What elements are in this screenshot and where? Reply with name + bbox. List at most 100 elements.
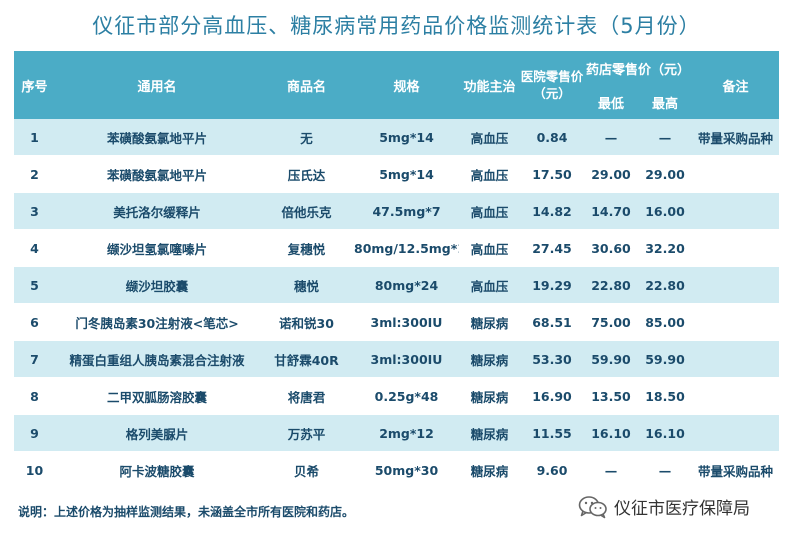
cell-seq: 1 (14, 119, 55, 156)
cell-pharmacy-max: — (638, 452, 693, 489)
cell-function: 糖尿病 (459, 304, 520, 341)
cell-seq: 10 (14, 452, 55, 489)
cell-brand-name: 压氏达 (259, 156, 354, 193)
cell-seq: 3 (14, 193, 55, 230)
cell-pharmacy-max: 59.90 (638, 341, 693, 378)
cell-brand-name: 穗悦 (259, 267, 354, 304)
cell-remark (692, 156, 780, 193)
table-row: 8 二甲双胍肠溶胶囊 将唐君 0.25g*48 糖尿病 16.90 13.50 18.50 (14, 378, 780, 415)
cell-seq: 5 (14, 267, 55, 304)
cell-function: 高血压 (459, 156, 520, 193)
table-body: 1 苯磺酸氨氯地平片无 5mg*14 高血压 0.84— — 带量采购品种 2 苯磺酸氨氯地平片… (14, 119, 780, 489)
cell-pharmacy-max: 32.20 (638, 230, 693, 267)
cell-brand-name: 贝希 (259, 452, 354, 489)
cell-hospital-price: 14.82 (520, 193, 584, 230)
cell-generic-name: 门冬胰岛素30注射液<笔芯> (55, 304, 259, 341)
cell-function: 高血压 (459, 230, 520, 267)
cell-hospital-price: 53.30 (520, 341, 584, 378)
cell-brand-name: 将唐君 (259, 378, 354, 415)
table-row: 4缬沙坦氢氯噻嗪片复穗悦80mg/12.5mg*12高血压27.4530.603… (14, 230, 780, 267)
cell-generic-name: 缬沙坦氢氯噻嗪片 (55, 230, 259, 267)
cell-pharmacy-min: — (584, 452, 638, 489)
cell-pharmacy-max: 16.10 (638, 415, 693, 452)
table-header: 序号 通用名 商品名 规格 功能主治 医院零售价（元） 药店零售价（元） 备注 … (14, 51, 780, 119)
cell-seq: 2 (14, 156, 55, 193)
cell-function: 高血压 (459, 119, 520, 156)
header-hospital-price: 医院零售价（元） (520, 51, 584, 119)
table-row: 5 缬沙坦胶囊 穗悦 80mg*24 高血压 19.29 22.80 22.80 (14, 267, 780, 304)
header-pharmacy-min: 最低 (584, 85, 638, 119)
cell-generic-name: 精蛋白重组人胰岛素混合注射液 (55, 341, 259, 378)
cell-remark (692, 415, 780, 452)
cell-pharmacy-min: — (584, 119, 638, 156)
header-seq: 序号 (14, 51, 55, 119)
cell-brand-name: 无 (259, 119, 354, 156)
cell-brand-name: 复穗悦 (259, 230, 354, 267)
cell-pharmacy-min: 16.10 (584, 415, 638, 452)
cell-pharmacy-min: 59.90 (584, 341, 638, 378)
cell-function: 糖尿病 (459, 378, 520, 415)
table-row: 9 格列美脲片 万苏平 2mg*12 糖尿病 11.55 16.10 16.10 (14, 415, 780, 452)
cell-generic-name: 格列美脲片 (55, 415, 259, 452)
cell-remark (692, 341, 780, 378)
cell-pharmacy-min: 29.00 (584, 156, 638, 193)
cell-remark: 带量采购品种 (692, 119, 780, 156)
cell-seq: 4 (14, 230, 55, 267)
cell-function: 高血压 (459, 267, 520, 304)
table-row: 6 门冬胰岛素30注射液<笔芯> 诺和锐30 3ml:300IU 糖尿病 68.51 75.… (14, 304, 780, 341)
brand-signature: 仪征市医疗保障局 (578, 494, 750, 519)
cell-spec: 3ml:300IU (354, 341, 459, 378)
page-title: 仪征市部分高血压、糖尿病常用药品价格监测统计表（5月份） (92, 14, 701, 38)
cell-pharmacy-max: 85.00 (638, 304, 693, 341)
cell-pharmacy-max: 16.00 (638, 193, 693, 230)
cell-pharmacy-max: 29.00 (638, 156, 693, 193)
cell-pharmacy-min: 30.60 (584, 230, 638, 267)
cell-spec: 0.25g*48 (354, 378, 459, 415)
table-row: 2 苯磺酸氨氯地平片 压氏达 5mg*14 高血压 17.50 29.00 29.00 (14, 156, 780, 193)
header-pharmacy-price: 药店零售价（元） (584, 51, 693, 85)
cell-spec: 5mg*14 (354, 156, 459, 193)
cell-brand-name: 甘舒霖40R (259, 341, 354, 378)
cell-generic-name: 阿卡波糖胶囊 (55, 452, 259, 489)
cell-function: 糖尿病 (459, 341, 520, 378)
footer-note: 说明：上述价格为抽样监测结果，未涵盖全市所有医院和药店。 (18, 505, 355, 519)
cell-hospital-price: 11.55 (520, 415, 584, 452)
cell-remark: 带量采购品种 (692, 452, 780, 489)
cell-remark (692, 378, 780, 415)
cell-brand-name: 诺和锐30 (259, 304, 354, 341)
header-spec: 规格 (354, 51, 459, 119)
cell-hospital-price: 16.90 (520, 378, 584, 415)
table-row: 10 阿卡波糖胶囊 贝希 50mg*30 糖尿病 9.60— — 带量采购品种 (14, 452, 780, 489)
cell-remark (692, 267, 780, 304)
cell-function: 糖尿病 (459, 415, 520, 452)
cell-pharmacy-min: 13.50 (584, 378, 638, 415)
table-row: 3 美托洛尔缓释片 倍他乐克 47.5mg*7 高血压 14.82 14.70 16.00 (14, 193, 780, 230)
cell-brand-name: 倍他乐克 (259, 193, 354, 230)
cell-seq: 9 (14, 415, 55, 452)
cell-generic-name: 缬沙坦胶囊 (55, 267, 259, 304)
cell-pharmacy-max: 18.50 (638, 378, 693, 415)
cell-function: 高血压 (459, 193, 520, 230)
cell-hospital-price: 17.50 (520, 156, 584, 193)
cell-spec: 47.5mg*7 (354, 193, 459, 230)
price-table: 序号 通用名 商品名 规格 功能主治 医院零售价（元） 药店零售价（元） 备注 … (14, 51, 780, 489)
wechat-logo-icon (578, 495, 608, 519)
cell-hospital-price: 9.60 (520, 452, 584, 489)
cell-pharmacy-min: 75.00 (584, 304, 638, 341)
cell-spec: 5mg*14 (354, 119, 459, 156)
cell-seq: 6 (14, 304, 55, 341)
cell-remark (692, 230, 780, 267)
header-pharmacy-max: 最高 (638, 85, 693, 119)
cell-hospital-price: 68.51 (520, 304, 584, 341)
cell-spec: 80mg*24 (354, 267, 459, 304)
cell-hospital-price: 0.84 (520, 119, 584, 156)
cell-hospital-price: 19.29 (520, 267, 584, 304)
header-remark: 备注 (692, 51, 780, 119)
brand-name: 仪征市医疗保障局 (614, 499, 750, 519)
cell-seq: 8 (14, 378, 55, 415)
cell-pharmacy-min: 14.70 (584, 193, 638, 230)
cell-spec: 2mg*12 (354, 415, 459, 452)
header-brand-name: 商品名 (259, 51, 354, 119)
cell-generic-name: 二甲双胍肠溶胶囊 (55, 378, 259, 415)
cell-remark (692, 304, 780, 341)
